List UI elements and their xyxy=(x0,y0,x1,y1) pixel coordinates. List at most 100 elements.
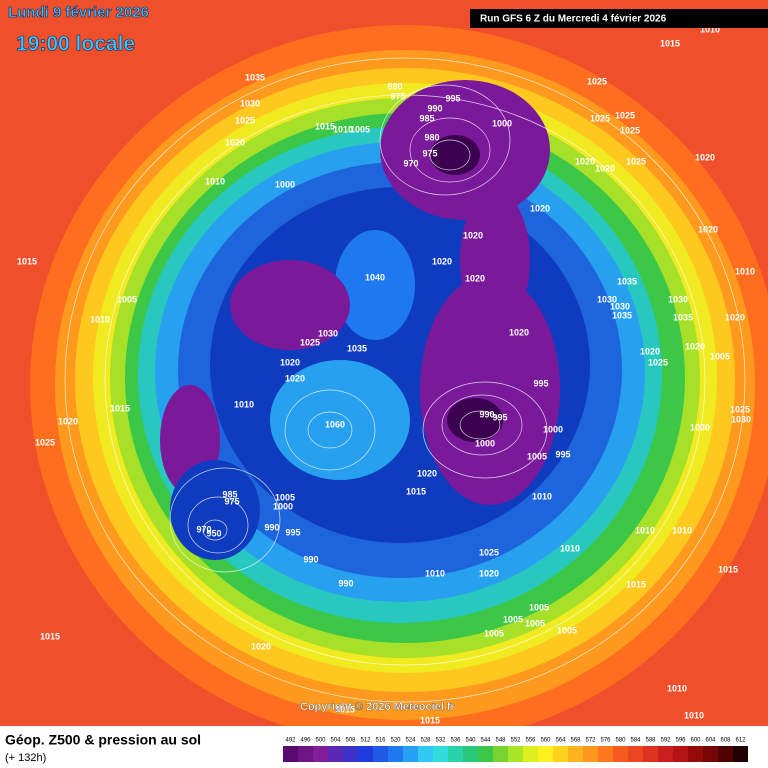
colorbar-tick-label: 496 xyxy=(300,738,311,744)
isobar-label: 1020 xyxy=(685,341,705,351)
run-info: Run GFS 6 Z du Mercredi 4 février 2026 xyxy=(480,14,667,25)
colorbar-cell xyxy=(508,746,523,762)
colorbar: 492 496 500 504 508 512 516 520 524 528 532 536 540 5… xyxy=(283,738,748,762)
isobar-label: 1015 xyxy=(626,579,646,589)
isobar-label: 970 xyxy=(196,524,211,534)
isobar-label: 1020 xyxy=(509,327,529,337)
isobar-label: 995 xyxy=(533,378,548,388)
forecast-lead: (+ 132h) xyxy=(5,752,46,764)
colorbar-tick-label: 548 xyxy=(495,738,506,744)
isobar-label: 1025 xyxy=(648,357,668,367)
isobar-label: 1005 xyxy=(529,602,549,612)
colorbar-cell xyxy=(733,746,748,762)
colorbar-tick-label: 568 xyxy=(570,738,581,744)
isobar-label: 1030 xyxy=(240,98,260,108)
run-banner xyxy=(470,9,768,28)
isobar-label: 1030 xyxy=(731,414,751,424)
isobar-label: 1020 xyxy=(698,224,718,234)
isobar-label: 1010 xyxy=(205,176,225,186)
isobar-label: 985 xyxy=(419,113,434,123)
colorbar-cell xyxy=(313,746,328,762)
isobar-label: 1020 xyxy=(225,137,245,147)
colorbar-tick-label: 596 xyxy=(675,738,686,744)
colorbar-tick-label: 492 xyxy=(285,738,296,744)
isobar-label: 1010 xyxy=(560,543,580,553)
colorbar-cell xyxy=(463,746,478,762)
colorbar-cell xyxy=(628,746,643,762)
isobar-label: 990 xyxy=(264,522,279,532)
colorbar-tick-label: 576 xyxy=(600,738,611,744)
isobar-label: 1025 xyxy=(590,113,610,123)
colorbar-cell xyxy=(358,746,373,762)
isobar-label: 1020 xyxy=(725,312,745,322)
colorbar-tick-label: 504 xyxy=(330,738,341,744)
colorbar-cell xyxy=(718,746,733,762)
isobar-label: 990 xyxy=(303,554,318,564)
colorbar-cell xyxy=(448,746,463,762)
colorbar-cell xyxy=(688,746,703,762)
isobar-label: 995 xyxy=(285,527,300,537)
forecast-time: 19:00 locale xyxy=(16,33,135,56)
footer-title: Géop. Z500 & pression au sol xyxy=(5,732,201,748)
isobar-label: 995 xyxy=(445,93,460,103)
isobar-label: 1015 xyxy=(660,38,680,48)
isobar-label: 1005 xyxy=(527,451,547,461)
colorbar-cell xyxy=(388,746,403,762)
colorbar-cell xyxy=(523,746,538,762)
isobar-label: 1005 xyxy=(525,618,545,628)
colorbar-cell xyxy=(298,746,313,762)
isobar-label: 1010 xyxy=(684,710,704,720)
colorbar-tick-label: 516 xyxy=(375,738,386,744)
isobar-label: 1015 xyxy=(40,631,60,641)
isobar-label: 1030 xyxy=(668,294,688,304)
isobar-label: 1020 xyxy=(463,230,483,240)
isobar-label: 1025 xyxy=(615,110,635,120)
colorbar-tick-label: 556 xyxy=(525,738,536,744)
isobar-label: 1010 xyxy=(532,491,552,501)
colorbar-cell xyxy=(583,746,598,762)
isobar-label: 1000 xyxy=(273,501,293,511)
isobar-label: 1020 xyxy=(695,152,715,162)
isobar-label: 1020 xyxy=(575,156,595,166)
colorbar-cell xyxy=(283,746,298,762)
colorbar-tick-label: 508 xyxy=(345,738,356,744)
colorbar-cell xyxy=(478,746,493,762)
isobar-label: 995 xyxy=(492,412,507,422)
colorbar-cell xyxy=(343,746,358,762)
colorbar-cell xyxy=(328,746,343,762)
colorbar-tick-label: 528 xyxy=(420,738,431,744)
isobar-label: 1020 xyxy=(640,346,660,356)
isobar-label: 1035 xyxy=(612,310,632,320)
isobar-label: 1005 xyxy=(350,124,370,134)
isobar-label: 1000 xyxy=(275,179,295,189)
isobar-label: 1025 xyxy=(587,76,607,86)
isobar-label: 1020 xyxy=(530,203,550,213)
colorbar-cell xyxy=(598,746,613,762)
colorbar-tick-label: 540 xyxy=(465,738,476,744)
isobar-label: 1020 xyxy=(595,163,615,173)
isobar-label: 1010 xyxy=(667,683,687,693)
colorbar-tick-label: 580 xyxy=(615,738,626,744)
colorbar-cell xyxy=(658,746,673,762)
isobar-label: 1000 xyxy=(475,438,495,448)
isobar-label: 1005 xyxy=(710,351,730,361)
colorbar-tick-label: 592 xyxy=(660,738,671,744)
isobar-label: 1010 xyxy=(700,24,720,34)
isobar-label: 1010 xyxy=(635,525,655,535)
colorbar-cell xyxy=(643,746,658,762)
colorbar-tick-label: 520 xyxy=(390,738,401,744)
colorbar-cell xyxy=(553,746,568,762)
colorbar-tick-label: 564 xyxy=(555,738,566,744)
isobar-label: 1030 xyxy=(597,294,617,304)
colorbar-cell xyxy=(493,746,508,762)
isobar-label: 1020 xyxy=(479,568,499,578)
colorbar-cell xyxy=(613,746,628,762)
isobar-label: 1010 xyxy=(425,568,445,578)
isobar-label: 1010 xyxy=(234,399,254,409)
isobar-label: 1020 xyxy=(465,273,485,283)
isobar-label: 1025 xyxy=(620,125,640,135)
isobar-label: 1035 xyxy=(347,343,367,353)
